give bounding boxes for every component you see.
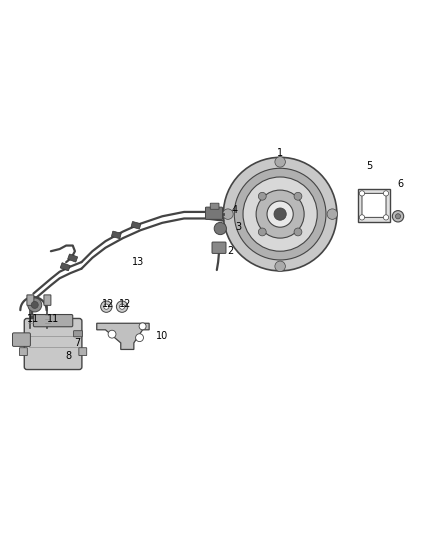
Text: 12: 12 (102, 298, 114, 309)
FancyBboxPatch shape (27, 295, 34, 305)
Circle shape (383, 215, 389, 220)
Text: 4: 4 (231, 205, 237, 215)
Circle shape (108, 330, 116, 338)
Circle shape (396, 214, 401, 219)
Circle shape (258, 192, 266, 200)
Circle shape (256, 190, 304, 238)
Text: 12: 12 (119, 298, 131, 309)
FancyBboxPatch shape (44, 295, 51, 305)
FancyBboxPatch shape (24, 318, 82, 369)
FancyBboxPatch shape (19, 348, 27, 356)
Circle shape (139, 323, 146, 330)
Text: 7: 7 (74, 338, 80, 348)
Circle shape (117, 301, 128, 312)
Circle shape (267, 201, 293, 227)
Text: 1: 1 (277, 148, 283, 158)
FancyBboxPatch shape (79, 348, 87, 356)
Circle shape (223, 209, 233, 220)
Circle shape (294, 192, 302, 200)
Text: 13: 13 (132, 257, 145, 267)
FancyBboxPatch shape (74, 330, 82, 337)
Circle shape (234, 168, 326, 260)
FancyBboxPatch shape (212, 242, 226, 253)
FancyBboxPatch shape (12, 333, 30, 346)
Circle shape (28, 298, 42, 312)
FancyBboxPatch shape (112, 231, 121, 239)
FancyBboxPatch shape (362, 193, 386, 217)
Circle shape (294, 228, 302, 236)
Circle shape (392, 211, 404, 222)
Circle shape (104, 304, 109, 309)
Circle shape (214, 222, 226, 235)
Circle shape (258, 228, 266, 236)
Text: 11: 11 (27, 314, 39, 324)
Circle shape (223, 157, 337, 271)
FancyBboxPatch shape (60, 263, 70, 271)
FancyBboxPatch shape (357, 189, 390, 222)
Text: 11: 11 (47, 314, 59, 324)
Circle shape (274, 208, 286, 220)
FancyBboxPatch shape (68, 254, 78, 262)
Text: 10: 10 (156, 332, 168, 341)
Text: 6: 6 (397, 179, 403, 189)
FancyBboxPatch shape (210, 203, 219, 209)
Circle shape (120, 304, 125, 309)
Circle shape (101, 301, 112, 312)
Circle shape (275, 157, 286, 167)
Circle shape (327, 209, 338, 220)
Circle shape (243, 177, 317, 251)
Text: 8: 8 (65, 351, 71, 361)
Circle shape (275, 261, 286, 272)
Circle shape (136, 334, 144, 342)
Circle shape (383, 191, 389, 196)
Text: 3: 3 (236, 222, 242, 232)
Circle shape (359, 215, 364, 220)
Polygon shape (97, 323, 149, 350)
Text: 2: 2 (227, 246, 233, 256)
Circle shape (359, 191, 364, 196)
FancyBboxPatch shape (33, 314, 73, 327)
FancyBboxPatch shape (205, 207, 223, 220)
FancyBboxPatch shape (131, 222, 141, 229)
Text: 5: 5 (367, 161, 373, 171)
Circle shape (31, 302, 38, 309)
